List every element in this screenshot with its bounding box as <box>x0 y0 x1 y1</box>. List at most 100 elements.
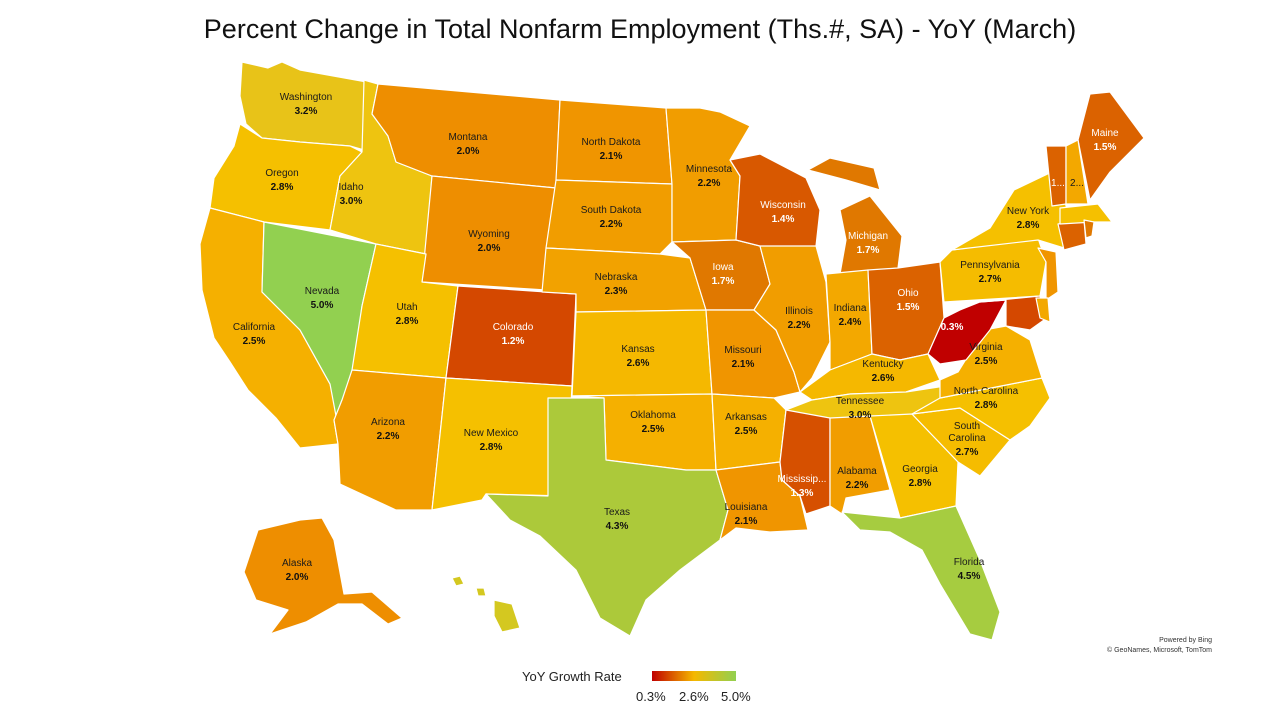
state-value-wy: 2.0% <box>478 243 501 254</box>
state-label-tx: Texas <box>604 507 630 518</box>
state-label-wi: Wisconsin <box>760 200 806 211</box>
state-label-id: Idaho <box>338 182 363 193</box>
state-region-wa <box>239 61 379 151</box>
state-label-nd: North Dakota <box>582 137 641 148</box>
state-value-oh: 1.5% <box>897 302 920 313</box>
legend-max-label: 5.0% <box>721 689 751 704</box>
state-label-tn: Tennessee <box>836 396 885 407</box>
state-region-ak <box>243 517 403 635</box>
state-value-mi: 1.7% <box>857 245 880 256</box>
state-value-nc: 2.8% <box>975 400 998 411</box>
state-region-nj <box>1037 247 1059 301</box>
state-value-mn: 2.2% <box>698 178 721 189</box>
legend-color-scale <box>652 671 736 681</box>
state-value-ok: 2.5% <box>642 424 665 435</box>
state-label-nv: Nevada <box>305 286 340 297</box>
state-value-mo: 2.1% <box>732 359 755 370</box>
state-region-nh <box>1065 139 1089 205</box>
state-label-il: Illinois <box>785 306 813 317</box>
state-label-fl: Florida <box>954 557 985 568</box>
state-value-wa: 3.2% <box>295 106 318 117</box>
state-value-ar: 2.5% <box>735 426 758 437</box>
state-label-wy: Wyoming <box>468 229 510 240</box>
state-value-nv: 5.0% <box>311 300 334 311</box>
state-region-ri <box>1083 219 1095 239</box>
state-label-mo: Missouri <box>724 345 761 356</box>
state-value-fl: 4.5% <box>958 571 981 582</box>
state-label-la: Louisiana <box>725 502 768 513</box>
state-value-al: 2.2% <box>846 480 869 491</box>
state-label-ga: Georgia <box>902 464 938 475</box>
state-region-de <box>1035 297 1051 323</box>
state-label-vt: 1... <box>1051 178 1065 189</box>
state-label-ny: New York <box>1007 206 1050 217</box>
state-label-ut: Utah <box>396 302 417 313</box>
state-region-mi <box>807 157 903 275</box>
state-value-mt: 2.0% <box>457 146 480 157</box>
state-value-in: 2.4% <box>839 317 862 328</box>
state-label-sc: South <box>954 421 980 432</box>
state-value-va: 2.5% <box>975 356 998 367</box>
state-region-tx <box>485 397 729 637</box>
state-value-co: 1.2% <box>502 336 525 347</box>
state-label-or: Oregon <box>265 168 298 179</box>
state-value-ut: 2.8% <box>396 316 419 327</box>
state-region-fl <box>841 505 1001 641</box>
state-value-or: 2.8% <box>271 182 294 193</box>
state-label-nc: North Carolina <box>954 386 1019 397</box>
state-region-sd <box>545 179 673 255</box>
state-label-ca: California <box>233 322 276 333</box>
state-label-az: Arizona <box>371 417 405 428</box>
state-value-ny: 2.8% <box>1017 220 1040 231</box>
state-label-al: Alabama <box>837 466 877 477</box>
state-label-co: Colorado <box>493 322 534 333</box>
state-label-wa: Washington <box>280 92 332 103</box>
state-label-sd: South Dakota <box>581 205 642 216</box>
state-value-ks: 2.6% <box>627 358 650 369</box>
state-value-tx: 4.3% <box>606 521 629 532</box>
state-value-me: 1.5% <box>1094 142 1117 153</box>
state-label-ar: Arkansas <box>725 412 767 423</box>
state-value-id: 3.0% <box>340 196 363 207</box>
state-value-ga: 2.8% <box>909 478 932 489</box>
state-label-nm: New Mexico <box>464 428 519 439</box>
state-region-me <box>1077 91 1145 201</box>
state-label-nh: 2... <box>1070 178 1084 189</box>
state-region-md <box>979 295 1045 331</box>
state-value-sd: 2.2% <box>600 219 623 230</box>
state-value-ky: 2.6% <box>872 373 895 384</box>
state-value-wv: 0.3% <box>941 322 964 333</box>
state-value-tn: 3.0% <box>849 410 872 421</box>
state-value-az: 2.2% <box>377 431 400 442</box>
state-label-mn: Minnesota <box>686 164 733 175</box>
credit-line-2: © GeoNames, Microsoft, TomTom <box>1107 647 1212 654</box>
state-label-va: Virginia <box>969 342 1003 353</box>
state-label-ky: Kentucky <box>862 359 903 370</box>
state-value-ca: 2.5% <box>243 336 266 347</box>
state-label-mt: Montana <box>449 132 488 143</box>
state-value-pa: 2.7% <box>979 274 1002 285</box>
state-value-la: 2.1% <box>735 516 758 527</box>
state-value-ms: 1.3% <box>791 488 814 499</box>
state-value-sc: 2.7% <box>956 447 979 458</box>
legend-mid-label: 2.6% <box>679 689 709 704</box>
state-label-ne: Nebraska <box>595 272 638 283</box>
state-label-pa: Pennsylvania <box>960 260 1020 271</box>
state-label-ak: Alaska <box>282 558 312 569</box>
credit-line-1: Powered by Bing <box>1159 637 1212 644</box>
map-credit: Powered by Bing © GeoNames, Microsoft, T… <box>1107 636 1212 656</box>
state-value-nd: 2.1% <box>600 151 623 162</box>
state-label-oh: Ohio <box>897 288 919 299</box>
state-value-wi: 1.4% <box>772 214 795 225</box>
legend-title: YoY Growth Rate <box>522 669 622 684</box>
state-label-mi: Michigan <box>848 231 888 242</box>
legend-min-label: 0.3% <box>636 689 666 704</box>
state-value-ak: 2.0% <box>286 572 309 583</box>
state-label-in: Indiana <box>834 303 867 314</box>
state-label-ia: Iowa <box>712 262 734 273</box>
map-title: Percent Change in Total Nonfarm Employme… <box>203 14 1077 44</box>
state-value-il: 2.2% <box>788 320 811 331</box>
state-label-ks: Kansas <box>621 344 654 355</box>
state-value-ne: 2.3% <box>605 286 628 297</box>
